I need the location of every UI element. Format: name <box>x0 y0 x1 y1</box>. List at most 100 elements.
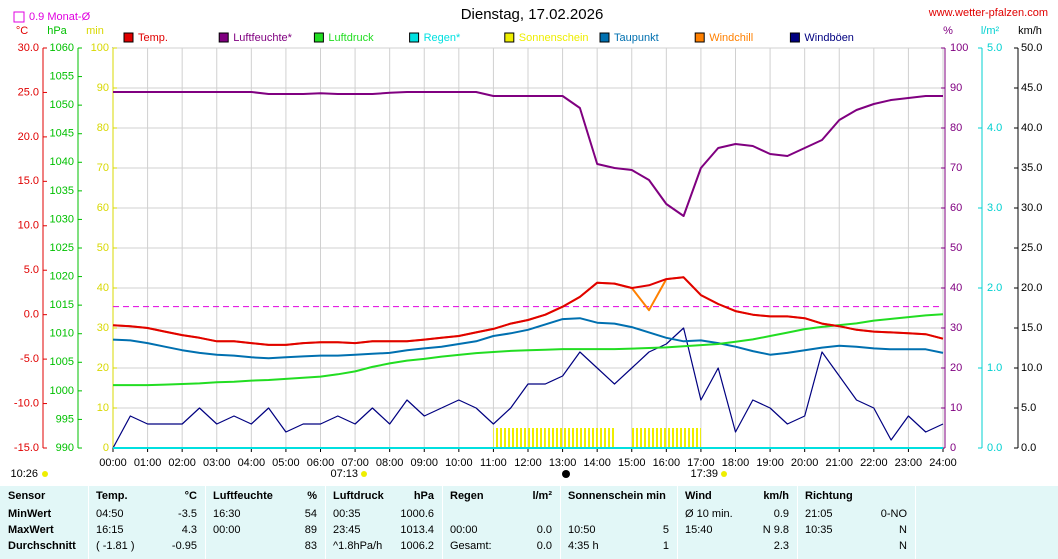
sunshine-bar <box>579 428 598 448</box>
column-separator <box>325 486 326 559</box>
series-line <box>113 313 944 387</box>
table-cell: N 9.8 <box>762 524 789 536</box>
x-tick-label: 12:00 <box>514 457 542 469</box>
y-tick-label: 30 <box>97 322 109 334</box>
legend-swatch <box>123 32 134 43</box>
y-tick-label: 20.0 <box>18 131 39 143</box>
table-cell: 1013.4 <box>400 524 434 536</box>
table-cell: 10:50 <box>568 524 596 536</box>
legend-swatch <box>409 32 420 43</box>
axis-title: °C <box>16 25 28 37</box>
sunshine-bar <box>493 428 511 448</box>
x-tick-label: 04:00 <box>238 457 266 469</box>
y-tick-label: 25.0 <box>1021 242 1042 254</box>
x-tick-label: 17:00 <box>687 457 715 469</box>
y-tick-label: 15.0 <box>18 175 39 187</box>
x-tick-label: 24:00 <box>929 457 957 469</box>
series-line <box>112 276 944 346</box>
x-tick-label: 21:00 <box>825 457 853 469</box>
table-cell: 0.9 <box>773 508 789 520</box>
y-tick-label: 10.0 <box>18 220 39 232</box>
x-tick-label: 01:00 <box>134 457 162 469</box>
table-cell: MaxWert <box>8 524 54 536</box>
y-tick-label: 1005 <box>50 356 74 368</box>
sunshine-bar <box>631 428 650 448</box>
legend-swatch <box>218 32 229 43</box>
y-tick-label: 1000 <box>50 385 74 397</box>
column-separator <box>677 486 678 559</box>
y-tick-label: 1010 <box>50 328 74 340</box>
table-cell: 00:00 <box>450 524 478 536</box>
y-tick-label: -15.0 <box>14 442 39 454</box>
table-cell: 1000.6 <box>400 508 434 520</box>
table-cell: 0-NO <box>880 508 907 520</box>
table-cell: 1006.2 <box>400 540 434 552</box>
legend-label: Windchill <box>709 32 753 44</box>
axis-title: l/m² <box>981 25 1000 37</box>
table-cell: 16:30 <box>213 508 241 520</box>
y-tick-label: 70 <box>97 162 109 174</box>
axis-title: km/h <box>1018 25 1042 37</box>
axis-title: min <box>86 25 104 37</box>
y-tick-label: 90 <box>97 82 109 94</box>
sunshine-bar <box>666 428 684 448</box>
y-tick-label: 1060 <box>50 42 74 54</box>
legend-label: Luftdruck <box>328 32 374 44</box>
table-cell: N <box>899 524 907 536</box>
table-cell: hPa <box>413 490 434 502</box>
x-tick-label: 02:00 <box>168 457 196 469</box>
x-tick-label: 22:00 <box>860 457 888 469</box>
y-tick-label: 1050 <box>50 99 74 111</box>
column-separator <box>442 486 443 559</box>
column-separator <box>797 486 798 559</box>
x-tick-label: 23:00 <box>895 457 923 469</box>
y-tick-label: 5.0 <box>987 42 1002 54</box>
x-tick-label: 08:00 <box>376 457 404 469</box>
table-cell: 5 <box>662 524 669 536</box>
sunshine-bar <box>649 428 667 448</box>
y-tick-label: 30.0 <box>1021 202 1042 214</box>
y-tick-label: 0.0 <box>1021 442 1036 454</box>
table-cell: 83 <box>304 540 317 552</box>
time-label: 10:26 <box>10 468 38 480</box>
table-cell: l/m² <box>532 490 552 502</box>
sunshine-bar <box>545 428 563 448</box>
series-line <box>113 91 943 217</box>
table-cell: 04:50 <box>96 508 124 520</box>
table-cell: 89 <box>304 524 317 536</box>
table-cell: % <box>307 490 317 502</box>
avg-legend-box <box>13 11 25 23</box>
table-cell: Richtung <box>805 490 853 502</box>
x-tick-label: 10:00 <box>445 457 473 469</box>
x-tick-label: 20:00 <box>791 457 819 469</box>
table-cell: 15:40 <box>685 524 713 536</box>
axis-title: % <box>943 25 953 37</box>
y-tick-label: 45.0 <box>1021 82 1042 94</box>
x-tick-label: 15:00 <box>618 457 646 469</box>
table-cell: 10:35 <box>805 524 833 536</box>
x-tick-label: 05:00 <box>272 457 300 469</box>
x-tick-label: 00:00 <box>99 457 127 469</box>
y-tick-label: 1045 <box>50 128 74 140</box>
table-cell: ( -1.81 ) <box>96 540 135 552</box>
y-tick-label: 1040 <box>50 156 74 168</box>
table-cell: km/h <box>763 490 789 502</box>
table-cell: 4:35 h <box>568 540 599 552</box>
table-cell: 00:00 <box>213 524 241 536</box>
y-tick-label: 1055 <box>50 70 74 82</box>
legend-label: Taupunkt <box>614 32 659 44</box>
legend-label: Temp. <box>138 32 168 44</box>
column-separator <box>560 486 561 559</box>
axis-title: hPa <box>47 25 67 37</box>
table-cell: Sensor <box>8 490 46 502</box>
sunrise-icon <box>361 471 367 477</box>
table-cell: Wind <box>685 490 712 502</box>
legend-swatch <box>789 32 800 43</box>
sunshine-bar <box>683 428 701 448</box>
x-tick-label: 11:00 <box>480 457 507 469</box>
legend-label: Windböen <box>804 32 854 44</box>
y-tick-label: 100 <box>91 42 109 54</box>
y-tick-label: 20.0 <box>1021 282 1042 294</box>
legend-label: Luftfeuchte* <box>233 32 292 44</box>
sunshine-bar <box>562 428 580 448</box>
